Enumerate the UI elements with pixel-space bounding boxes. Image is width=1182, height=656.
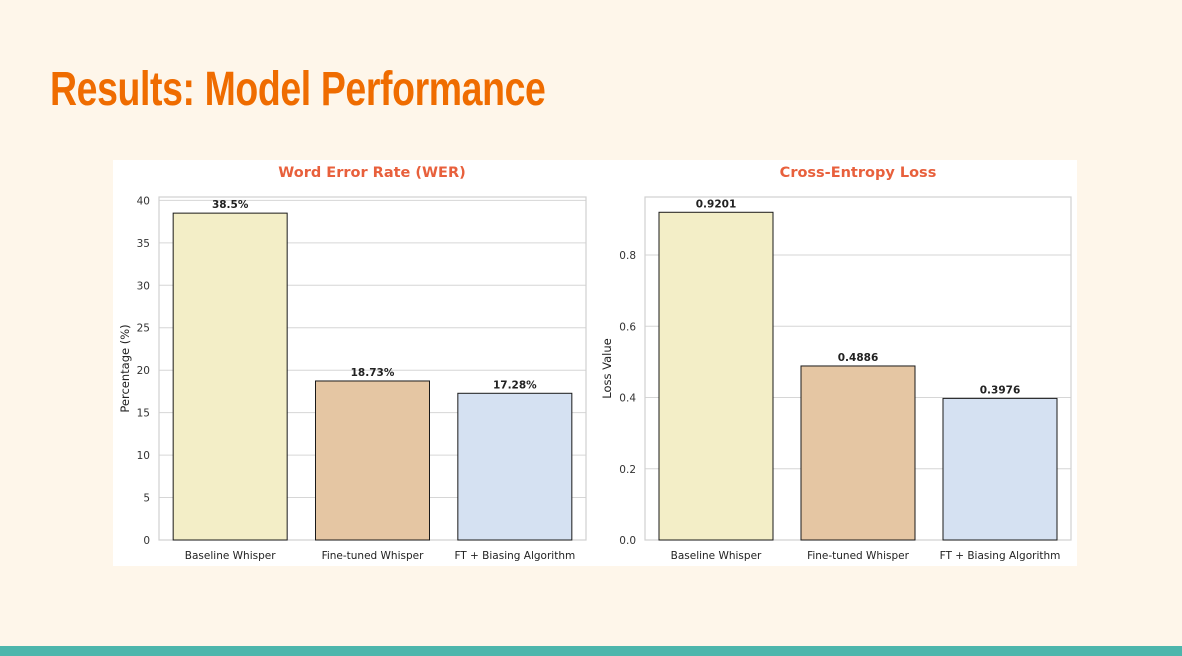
chart-title: Cross-Entropy Loss (780, 165, 937, 181)
y-tick-label: 25 (137, 323, 150, 335)
slide-title: Results: Model Performance (50, 63, 546, 116)
y-tick-label: 10 (137, 450, 150, 462)
data-label: 38.5% (212, 199, 249, 211)
footer-bar (0, 646, 1182, 656)
y-tick-label: 20 (137, 365, 150, 377)
chart-1: Word Error Rate (WER) 0 5 10 15 20 25 30 35 40 Per… (118, 165, 587, 562)
chart-2: Cross-Entropy Loss 0.0 0.2 0.4 0.6 0.8 Loss Va… (600, 165, 1072, 562)
bar (172, 212, 288, 541)
y-tick-label: 0.0 (619, 535, 636, 547)
x-tick-label: Fine-tuned Whisper (807, 550, 910, 562)
bar (942, 397, 1058, 541)
y-tick-label: 0.6 (619, 321, 636, 333)
bar (800, 365, 916, 541)
x-tick-label: Fine-tuned Whisper (322, 550, 425, 562)
data-label: 0.3976 (980, 384, 1021, 396)
y-tick-label: 0.2 (619, 464, 636, 476)
y-tick-label: 30 (137, 280, 150, 292)
y-tick-label: 40 (137, 195, 150, 207)
y-tick-label: 0.4 (619, 393, 636, 405)
chart-title: Word Error Rate (WER) (278, 165, 465, 181)
y-tick-label: 5 (143, 493, 150, 505)
y-axis-label: Loss Value (600, 338, 614, 398)
y-tick-label: 15 (137, 408, 150, 420)
data-label: 17.28% (493, 379, 537, 391)
data-label: 0.4886 (838, 352, 879, 364)
x-tick-label: Baseline Whisper (671, 550, 762, 562)
x-tick-label: Baseline Whisper (185, 550, 276, 562)
bar (658, 211, 774, 541)
y-tick-label: 35 (137, 238, 150, 250)
data-label: 0.9201 (696, 198, 737, 210)
x-tick-label: FT + Biasing Algorithm (454, 550, 575, 562)
y-tick-label: 0.8 (619, 250, 636, 262)
data-label: 18.73% (351, 367, 395, 379)
bar (457, 392, 573, 541)
y-tick-label: 0 (143, 535, 150, 547)
y-axis-label: Percentage (%) (118, 324, 132, 412)
x-tick-label: FT + Biasing Algorithm (940, 550, 1061, 562)
bar (315, 380, 430, 541)
